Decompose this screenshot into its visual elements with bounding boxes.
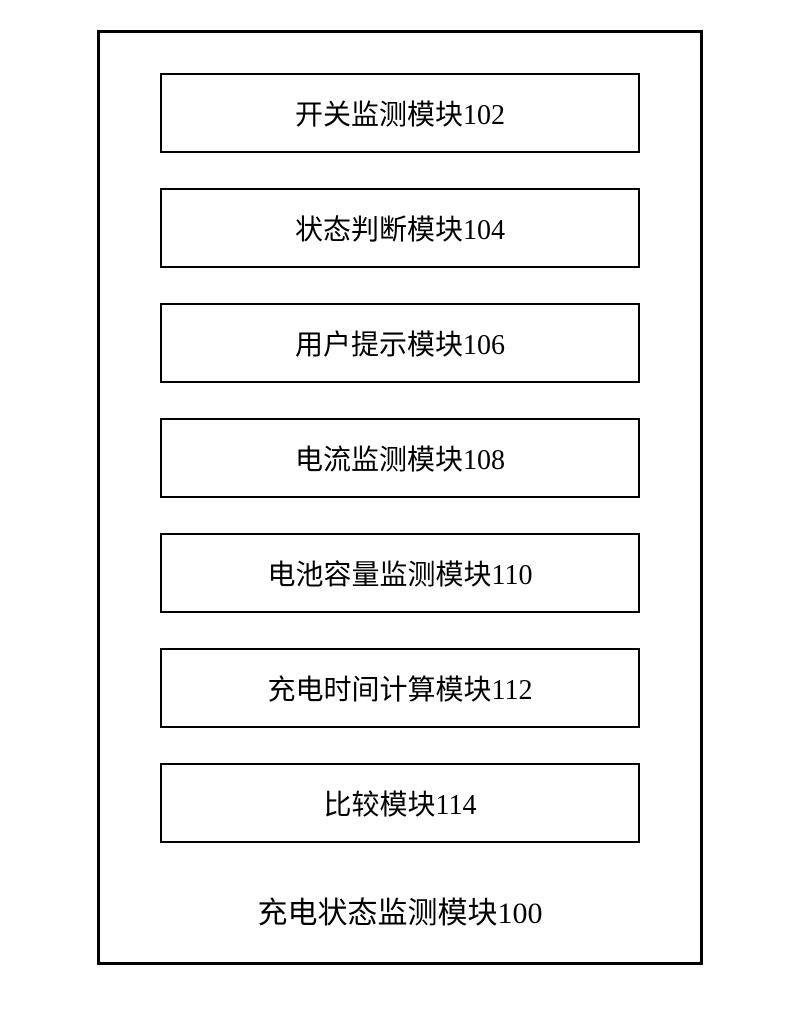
module-label: 状态判断模块104 bbox=[295, 215, 505, 246]
title-label: 充电状态监测模块100 bbox=[258, 897, 543, 930]
module-label: 电池容量监测模块110 bbox=[268, 560, 533, 591]
diagram-title: 充电状态监测模块100 bbox=[258, 888, 543, 932]
module-label: 开关监测模块102 bbox=[295, 100, 505, 131]
module-compare: 比较模块114 bbox=[160, 763, 640, 843]
diagram-container: 开关监测模块102 状态判断模块104 用户提示模块106 电流监测模块108 … bbox=[97, 30, 703, 965]
module-switch-monitor: 开关监测模块102 bbox=[160, 73, 640, 153]
module-charge-time-calc: 充电时间计算模块112 bbox=[160, 648, 640, 728]
module-battery-capacity-monitor: 电池容量监测模块110 bbox=[160, 533, 640, 613]
module-state-judge: 状态判断模块104 bbox=[160, 188, 640, 268]
module-user-prompt: 用户提示模块106 bbox=[160, 303, 640, 383]
module-label: 比较模块114 bbox=[324, 790, 477, 821]
module-label: 充电时间计算模块112 bbox=[268, 675, 533, 706]
module-label: 电流监测模块108 bbox=[295, 445, 505, 476]
module-label: 用户提示模块106 bbox=[295, 330, 505, 361]
module-current-monitor: 电流监测模块108 bbox=[160, 418, 640, 498]
